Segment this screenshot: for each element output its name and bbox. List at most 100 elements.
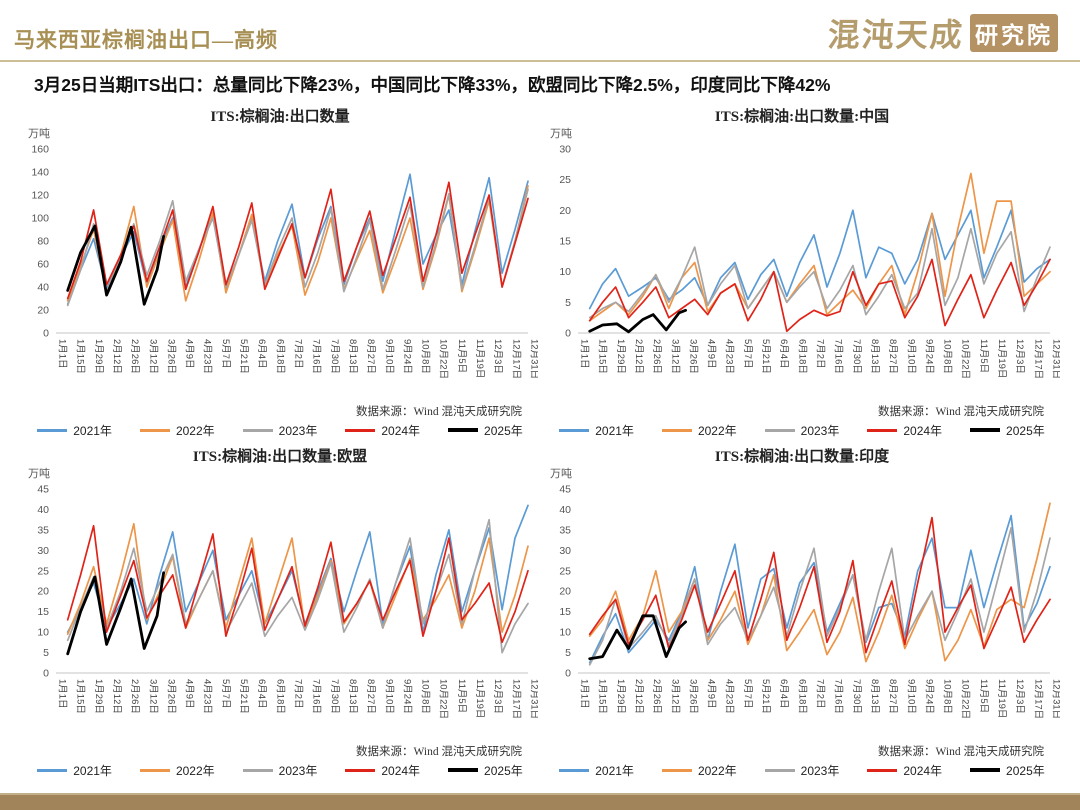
x-tick-label: 7月30日 — [851, 679, 862, 714]
x-tick-label: 3月12日 — [147, 679, 158, 714]
legend-label: 2025年 — [484, 763, 523, 778]
legend-item-2024年: 2024年 — [867, 422, 942, 439]
legend-line-swatch — [867, 768, 898, 772]
y-tick-label: 20 — [559, 586, 571, 598]
legend-label: 2025年 — [1006, 763, 1045, 778]
y-tick-label: 10 — [559, 627, 571, 639]
x-tick-label: 10月8日 — [942, 339, 953, 374]
x-tick-label: 1月1日 — [579, 679, 590, 709]
page-title: 马来西亚棕榈油出口—高频 — [14, 28, 278, 52]
series-line-2022年 — [588, 502, 1051, 663]
y-axis-unit: 万吨 — [28, 468, 50, 480]
x-tick-label: 5月7日 — [220, 679, 231, 709]
y-tick-label: 80 — [37, 236, 49, 248]
x-tick-label: 8月13日 — [869, 339, 880, 374]
x-tick-label: 6月18日 — [796, 679, 807, 714]
y-tick-label: 20 — [559, 205, 571, 217]
legend-line-swatch — [139, 428, 170, 432]
x-tick-label: 3月26日 — [687, 339, 698, 374]
chart-legend: 2021年 2022年 2023年 2024年 2025年 — [22, 419, 538, 441]
y-tick-label: 45 — [559, 484, 571, 496]
legend-item-2024年: 2024年 — [867, 762, 942, 779]
x-tick-label: 7月30日 — [329, 679, 340, 714]
x-tick-label: 7月2日 — [293, 679, 304, 709]
legend-label: 2023年 — [800, 423, 840, 438]
legend-label: 2024年 — [903, 423, 943, 438]
x-tick-label: 11月19日 — [474, 339, 485, 378]
x-tick-label: 11月19日 — [996, 679, 1007, 718]
x-tick-label: 2月12日 — [111, 339, 122, 374]
x-tick-label: 12月31日 — [529, 679, 539, 719]
y-tick-label: 30 — [37, 545, 49, 557]
data-source-note: 数据来源：Wind 混沌天成研究院 — [356, 406, 522, 418]
x-tick-label: 4月23日 — [724, 339, 735, 374]
x-tick-label: 7月16日 — [833, 339, 844, 374]
x-tick-label: 2月26日 — [129, 679, 140, 714]
chart-grid: ITS:棕榈油:出口数量 万吨 0 20 40 60 80 100 120 140 160 1月1… — [0, 99, 1080, 781]
x-tick-label: 11月5日 — [456, 679, 467, 713]
x-tick-label: 12月31日 — [1051, 339, 1061, 379]
x-tick-label: 12月17日 — [510, 679, 521, 719]
footer-gold-bar — [0, 793, 1080, 810]
x-tick-label: 7月2日 — [815, 339, 826, 369]
legend-item-2021年: 2021年 — [559, 422, 634, 439]
y-tick-label: 5 — [43, 647, 49, 659]
legend-item-2024年: 2024年 — [345, 762, 420, 779]
series-line-2022年 — [588, 172, 1051, 322]
legend-item-2023年: 2023年 — [764, 422, 840, 439]
legend-line-swatch — [559, 428, 590, 432]
legend-label: 2023年 — [800, 763, 840, 778]
y-tick-label: 10 — [37, 627, 49, 639]
legend-item-2021年: 2021年 — [37, 762, 112, 779]
legend-label: 2023年 — [278, 763, 318, 778]
x-tick-label: 9月10日 — [383, 339, 394, 374]
legend-item-2025年: 2025年 — [970, 762, 1045, 779]
legend-item-2024年: 2024年 — [345, 422, 420, 439]
legend-line-swatch — [448, 428, 479, 432]
x-tick-label: 6月18日 — [796, 339, 807, 374]
x-tick-label: 9月10日 — [905, 679, 916, 714]
y-tick-label: 30 — [559, 144, 571, 156]
y-tick-label: 5 — [565, 647, 571, 659]
legend-label: 2024年 — [381, 763, 421, 778]
chart-panel-total: ITS:棕榈油:出口数量 万吨 0 20 40 60 80 100 120 140 160 1月1… — [22, 101, 538, 441]
legend-label: 2021年 — [73, 423, 112, 438]
x-tick-label: 7月16日 — [311, 679, 322, 714]
x-tick-label: 4月9日 — [706, 339, 717, 369]
y-tick-label: 0 — [43, 328, 49, 340]
x-tick-label: 5月7日 — [742, 679, 753, 709]
y-tick-label: 15 — [559, 606, 571, 618]
legend-line-swatch — [345, 768, 376, 772]
x-tick-label: 7月30日 — [851, 339, 862, 374]
line-chart-india: 0 5 10 15 20 25 30 35 40 45 1月1日 1月15日 1月29日 2月12日 2月2… — [559, 484, 1060, 720]
x-tick-label: 5月7日 — [742, 339, 753, 369]
x-tick-label: 1月1日 — [579, 339, 590, 369]
legend-item-2023年: 2023年 — [764, 762, 840, 779]
x-tick-label: 11月5日 — [456, 339, 467, 373]
legend-label: 2021年 — [595, 763, 634, 778]
x-tick-label: 1月1日 — [57, 339, 68, 369]
y-tick-label: 15 — [559, 236, 571, 248]
chart-legend: 2021年 2022年 2023年 2024年 2025年 — [22, 759, 538, 781]
x-tick-label: 3月26日 — [687, 679, 698, 714]
legend-label: 2024年 — [903, 763, 943, 778]
x-tick-label: 2月26日 — [651, 339, 662, 374]
x-tick-label: 1月29日 — [93, 679, 104, 714]
x-tick-label: 4月9日 — [184, 339, 195, 369]
x-tick-label: 11月5日 — [978, 679, 989, 713]
x-tick-label: 3月26日 — [165, 679, 176, 714]
y-tick-label: 60 — [37, 259, 49, 271]
x-tick-label: 1月15日 — [597, 339, 608, 374]
x-tick-label: 5月21日 — [760, 339, 771, 374]
legend-item-2025年: 2025年 — [970, 422, 1045, 439]
y-tick-label: 20 — [37, 586, 49, 598]
x-tick-label: 10月8日 — [420, 339, 431, 374]
series-line-2025年 — [588, 614, 688, 661]
legend-line-swatch — [661, 428, 692, 432]
x-tick-label: 12月17日 — [1032, 679, 1043, 719]
y-tick-label: 25 — [559, 565, 571, 577]
y-tick-label: 40 — [37, 504, 49, 516]
y-tick-label: 0 — [565, 328, 571, 340]
legend-item-2023年: 2023年 — [242, 762, 318, 779]
